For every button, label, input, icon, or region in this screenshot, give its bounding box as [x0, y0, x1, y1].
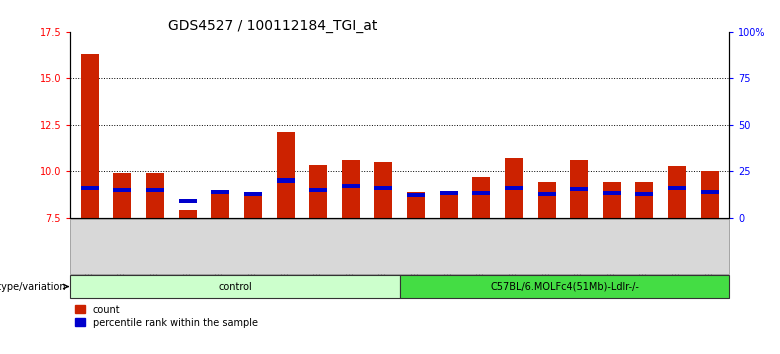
Bar	[81, 186, 99, 190]
Bar	[309, 188, 327, 192]
Bar	[440, 194, 458, 218]
Bar	[342, 184, 360, 188]
Bar	[603, 190, 621, 195]
Bar	[570, 160, 588, 218]
Bar	[440, 190, 458, 195]
Bar	[537, 182, 555, 218]
Bar	[113, 188, 131, 192]
Text: GDS4527 / 100112184_TGI_at: GDS4527 / 100112184_TGI_at	[168, 19, 378, 34]
Bar	[603, 182, 621, 218]
Bar	[211, 190, 229, 194]
Bar	[146, 188, 164, 192]
Bar	[374, 186, 392, 190]
Bar	[146, 173, 164, 218]
Text: C57BL/6.MOLFc4(51Mb)-Ldlr-/-: C57BL/6.MOLFc4(51Mb)-Ldlr-/-	[490, 281, 639, 292]
Bar	[179, 210, 197, 218]
Bar	[668, 186, 686, 190]
Bar	[505, 186, 523, 190]
Bar	[81, 54, 99, 218]
Text: genotype/variation: genotype/variation	[0, 281, 66, 292]
Bar	[700, 190, 718, 194]
Bar	[570, 187, 588, 191]
Bar	[342, 160, 360, 218]
Bar	[407, 193, 425, 198]
Bar	[473, 177, 491, 218]
Bar	[244, 192, 262, 196]
Bar	[407, 192, 425, 218]
Legend: count, percentile rank within the sample: count, percentile rank within the sample	[75, 305, 257, 327]
Bar	[374, 162, 392, 218]
Bar	[179, 199, 197, 203]
Bar	[277, 132, 295, 218]
Bar	[636, 192, 654, 196]
Bar	[244, 195, 262, 218]
Bar	[473, 190, 491, 195]
Bar	[277, 178, 295, 183]
Bar	[309, 165, 327, 218]
Bar	[537, 192, 555, 196]
Bar	[636, 182, 654, 218]
Bar	[700, 171, 718, 218]
Text: control: control	[218, 281, 252, 292]
Bar	[211, 194, 229, 218]
Bar	[505, 158, 523, 218]
Bar	[668, 166, 686, 218]
Bar	[113, 173, 131, 218]
